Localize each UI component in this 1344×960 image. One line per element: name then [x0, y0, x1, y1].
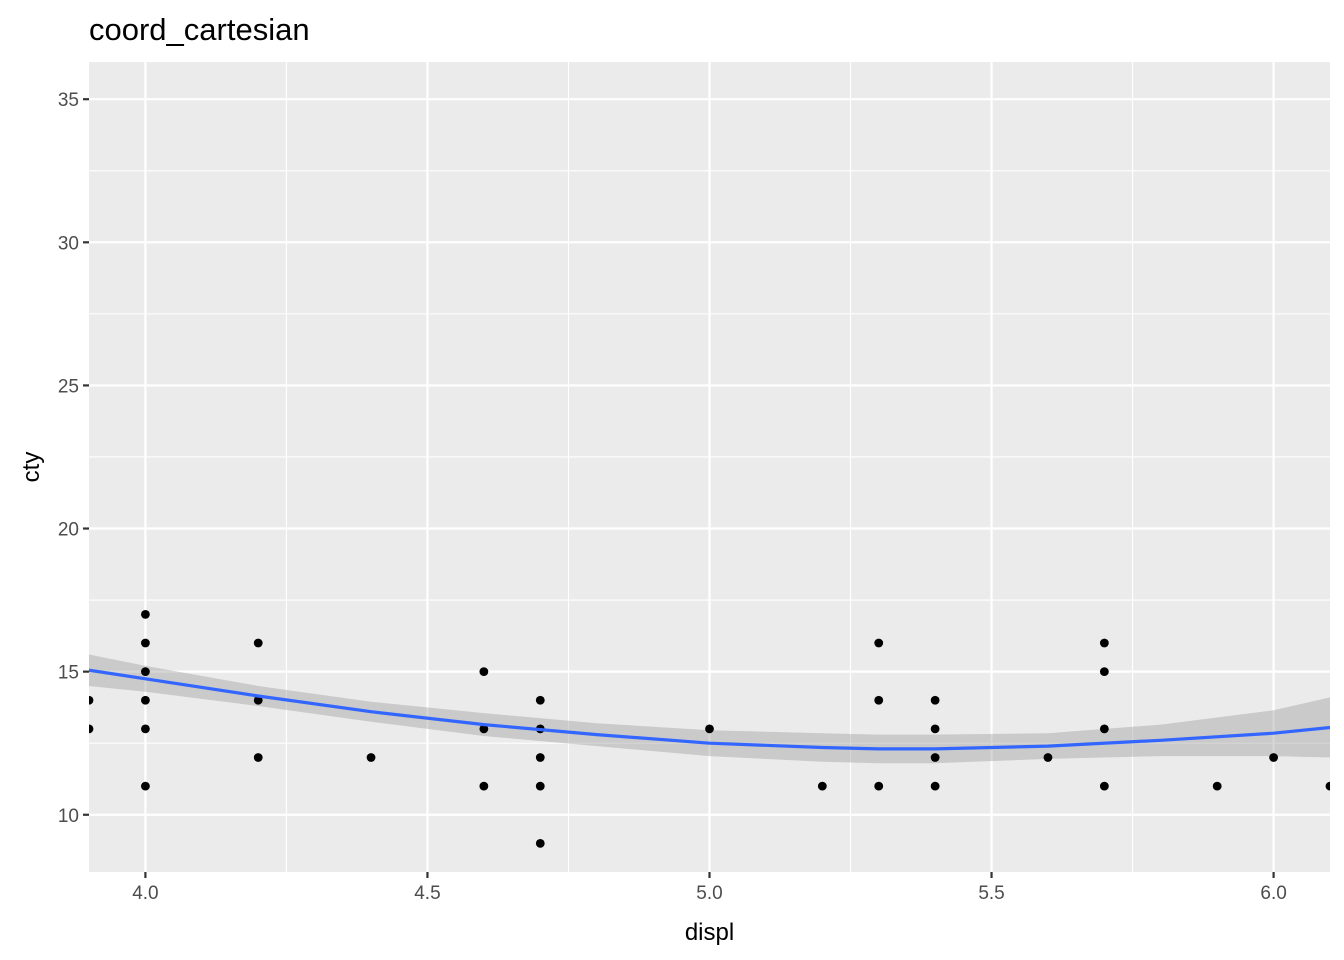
data-point [1099, 638, 1109, 648]
data-point [817, 781, 827, 791]
data-point [141, 724, 150, 734]
data-layer [89, 610, 1330, 848]
data-point [930, 724, 940, 734]
data-point [253, 638, 263, 648]
data-point [535, 695, 545, 705]
data-point [366, 753, 376, 762]
data-point [1099, 667, 1109, 677]
x-tick-label: 4.0 [132, 883, 158, 904]
y-tick-label: 30 [58, 233, 79, 254]
y-tick-label: 35 [58, 90, 79, 111]
data-point [535, 781, 545, 791]
data-point [1325, 781, 1330, 791]
data-point [141, 781, 150, 791]
data-point [1212, 781, 1222, 791]
data-point [1099, 781, 1109, 791]
data-point [141, 695, 150, 705]
data-point [253, 753, 263, 762]
data-point [930, 781, 940, 791]
data-point [874, 695, 884, 705]
data-point [930, 753, 940, 762]
y-tick-label: 20 [58, 520, 79, 541]
smooth-confidence-ribbon [89, 654, 1330, 764]
data-point [874, 781, 884, 791]
data-point [874, 638, 884, 648]
x-tick-label: 5.5 [978, 883, 1004, 904]
x-tick-label: 5.0 [696, 883, 722, 904]
y-tick-label: 25 [58, 376, 79, 397]
data-point [535, 753, 545, 762]
data-point [1099, 724, 1109, 734]
y-axis-title: cty [18, 452, 45, 483]
y-tick-label: 10 [58, 806, 79, 827]
data-point [479, 781, 489, 791]
smooth-line [89, 668, 1330, 751]
data-point [141, 638, 150, 648]
data-point [705, 724, 714, 734]
data-point [1043, 753, 1053, 762]
x-axis: 4.0 4.5 5.0 5.5 6.0 [132, 872, 1287, 904]
data-point [141, 610, 150, 619]
y-axis: 10 15 20 25 30 35 [58, 90, 89, 827]
data-point [535, 838, 545, 848]
data-point [479, 667, 489, 677]
x-tick-label: 6.0 [1260, 883, 1286, 904]
data-point [89, 724, 94, 734]
data-point [930, 695, 940, 705]
data-point [253, 695, 263, 705]
grid-major [89, 62, 1330, 872]
x-axis-title: displ [685, 919, 734, 946]
data-point [479, 724, 489, 734]
data-point [89, 695, 94, 705]
chart-title: coord_cartesian [89, 12, 310, 47]
data-point [1269, 753, 1278, 762]
x-tick-label: 4.5 [414, 883, 440, 904]
data-point [141, 667, 150, 677]
points [89, 610, 1330, 848]
y-tick-label: 15 [58, 663, 79, 684]
